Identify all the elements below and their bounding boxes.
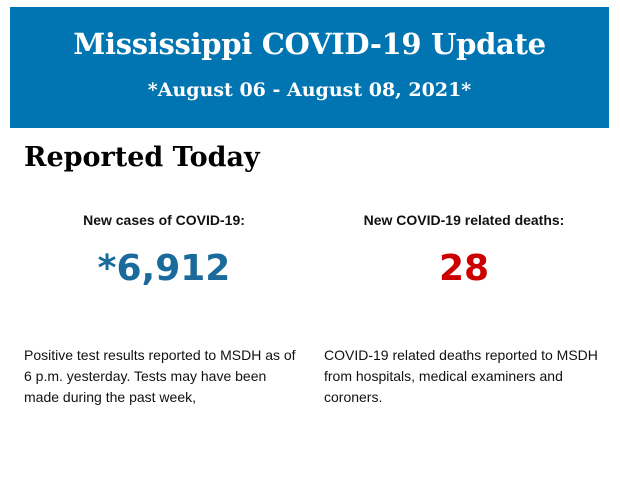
page-title: Mississippi COVID-19 Update — [73, 27, 546, 61]
cases-value: *6,912 — [97, 248, 231, 289]
date-range: *August 06 - August 08, 2021* — [147, 79, 472, 101]
cases-description: Positive test results reported to MSDH a… — [24, 347, 296, 405]
deaths-label: New COVID-19 related deaths: — [363, 212, 565, 228]
section-title: Reported Today — [24, 142, 260, 173]
cases-label: New cases of COVID-19: — [83, 212, 245, 228]
deaths-value: 28 — [438, 248, 490, 289]
cases-panel: New cases of COVID-19: *6,912 Positive t… — [24, 212, 304, 405]
deaths-panel: New COVID-19 related deaths: 28 COVID-19… — [324, 212, 604, 405]
header-banner: Mississippi COVID-19 Update *August 06 -… — [10, 7, 609, 128]
deaths-description: COVID-19 related deaths reported to MSDH… — [324, 347, 598, 405]
